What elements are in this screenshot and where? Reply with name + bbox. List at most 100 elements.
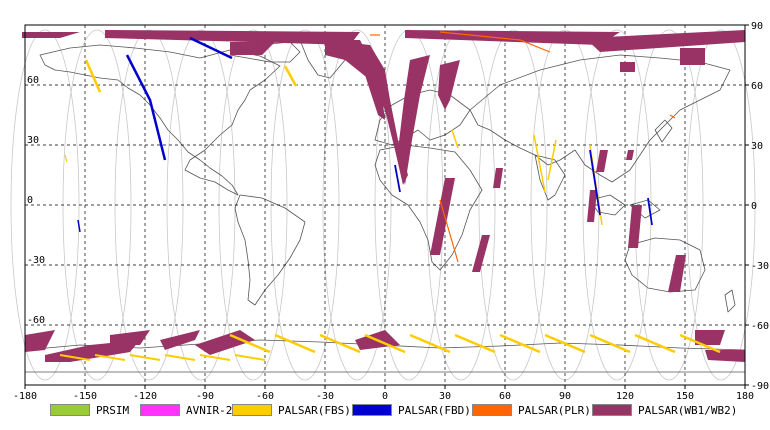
swath-track (533, 134, 546, 193)
lat-tick-label-left: 30 (27, 135, 39, 146)
swath-track (283, 65, 298, 87)
wb-swath (680, 48, 705, 65)
wb-swath (110, 330, 150, 345)
swath-track (669, 114, 676, 119)
swath-track (84, 59, 102, 93)
legend-swatch (472, 404, 512, 416)
fbs-swath (274, 333, 316, 354)
swath-track (189, 36, 233, 60)
lon-tick-label: -120 (133, 391, 157, 400)
lon-tick-label: 120 (616, 391, 634, 400)
fbs-swath (229, 333, 271, 354)
lat-tick-label-left: 60 (27, 75, 39, 86)
swath-track (451, 129, 459, 149)
fbs-swath (94, 354, 126, 361)
lon-tick-label: 0 (382, 391, 388, 400)
lat-tick-label-left: -60 (27, 315, 45, 326)
swath-track (547, 139, 557, 181)
lat-tick-label-right: -30 (751, 261, 769, 272)
lon-tick-label: 180 (736, 391, 754, 400)
wb-swath (585, 30, 745, 52)
legend-swatch (50, 404, 90, 416)
lon-tick-label: 150 (676, 391, 694, 400)
lat-tick-label-right: -90 (751, 381, 769, 392)
lon-tick-label: 60 (499, 391, 511, 400)
legend-item: PALSAR(PLR) (472, 403, 591, 417)
legend-label: PALSAR(WB1/WB2) (638, 403, 738, 417)
swath-track (64, 154, 68, 163)
fbs-swath (234, 354, 266, 361)
swath-track (125, 54, 167, 161)
legend-label: PALSAR(PLR) (518, 403, 591, 417)
legend-item: PALSAR(FBS) (232, 403, 351, 417)
legend-swatch (352, 404, 392, 416)
wb-swath (398, 55, 430, 185)
wb-swath (626, 150, 634, 160)
wb-swath (345, 40, 385, 120)
wb-swath (628, 205, 642, 248)
wb-swath (105, 30, 360, 45)
lat-tick-label-right: 30 (751, 141, 763, 152)
legend-label: PALSAR(FBS) (278, 403, 351, 417)
legend-swatch (140, 404, 180, 416)
wb-swath (472, 235, 490, 272)
legend-item: PALSAR(FBD) (352, 403, 471, 417)
wb-swath (22, 32, 80, 38)
observation-swaths (22, 30, 745, 362)
legend-item: PRSIM (50, 403, 129, 417)
wb-swath (195, 330, 255, 355)
lon-tick-label: -150 (73, 391, 97, 400)
swath-track (394, 164, 401, 193)
legend: PRSIM AVNIR-2 PALSAR(FBS) PALSAR(FBD) PALSAR… (0, 398, 770, 420)
wb-swath (230, 42, 275, 55)
fbs-swath (199, 354, 231, 361)
lat-tick-label-right: 60 (751, 81, 763, 92)
lon-tick-label: -180 (13, 391, 37, 400)
fbs-swath (129, 354, 161, 361)
wb-swath (695, 330, 725, 345)
fbs-swath (544, 333, 586, 354)
lon-tick-label: -60 (256, 391, 274, 400)
fbs-swath (634, 333, 676, 354)
fbs-swath (59, 354, 91, 361)
swath-track (647, 197, 653, 226)
lon-tick-label: -30 (316, 391, 334, 400)
lat-tick-label-right: 0 (751, 201, 757, 212)
wb-swath (668, 255, 686, 292)
legend-swatch (592, 404, 632, 416)
swath-track (77, 219, 81, 233)
legend-label: PALSAR(FBD) (398, 403, 471, 417)
swath-track (439, 199, 459, 263)
lon-tick-label: 90 (559, 391, 571, 400)
swath-track (589, 149, 601, 216)
wb-swath (430, 178, 455, 255)
fbs-swath (589, 333, 631, 354)
legend-swatch (232, 404, 272, 416)
lat-tick-label-left: 0 (27, 195, 33, 206)
wb-swath (587, 190, 597, 222)
fbs-swath (319, 333, 361, 354)
fbs-swath (409, 333, 451, 354)
lat-tick-label-right: -60 (751, 321, 769, 332)
wb-swath (620, 62, 635, 72)
wb-swath (596, 150, 608, 172)
lat-tick-label-right: 90 (751, 21, 763, 32)
legend-item: PALSAR(WB1/WB2) (592, 403, 737, 417)
wb-swath (160, 330, 200, 350)
lon-tick-label: 30 (439, 391, 451, 400)
fbs-swath (364, 333, 406, 354)
wb-swath (25, 330, 55, 352)
legend-item: AVNIR-2 (140, 403, 232, 417)
wb-swath (493, 168, 503, 188)
lat-tick-label-left: -30 (27, 255, 45, 266)
fbs-swath (454, 333, 496, 354)
legend-label: AVNIR-2 (186, 403, 233, 417)
fbs-swath (499, 333, 541, 354)
wb-swath (438, 60, 460, 110)
wb-swath (705, 350, 745, 362)
swath-track (439, 31, 551, 53)
legend-label: PRSIM (96, 403, 130, 417)
fbs-swath (679, 333, 721, 354)
world-map: -180 -150 -120 -90 -60 -30 0 30 60 90 120 150 180 90 6… (10, 21, 770, 400)
